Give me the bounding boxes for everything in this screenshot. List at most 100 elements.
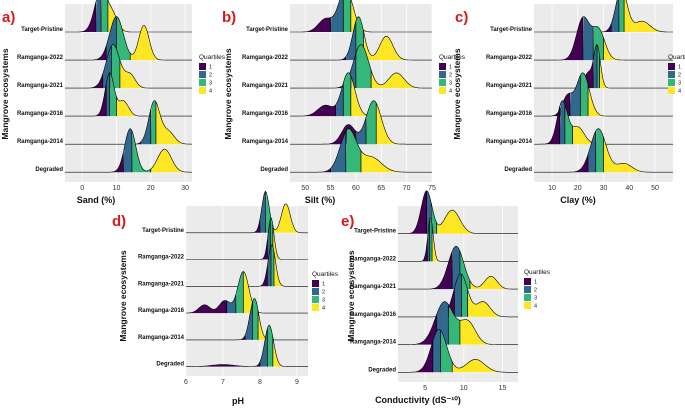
quartile-1-area xyxy=(290,168,331,173)
quartile-2-area xyxy=(267,245,271,287)
quartile-4-area xyxy=(467,290,518,317)
density-outline xyxy=(534,44,673,89)
legend-label: 3 xyxy=(449,81,452,87)
legend: Quartiles 1 2 3 4 xyxy=(312,271,339,312)
quartile-3-area xyxy=(595,128,604,173)
quartile-3-area xyxy=(366,100,377,145)
x-tick-label: 10 xyxy=(113,185,121,192)
x-tick-label: 8 xyxy=(258,379,262,386)
quartile-3-area xyxy=(131,133,151,173)
category-label: Ramganga-2014 xyxy=(242,139,289,145)
legend-label: 3 xyxy=(322,298,325,304)
ridge-ramganga-2014: Ramganga-2014 xyxy=(242,100,432,145)
panel-letter: a) xyxy=(2,9,15,26)
density-outline xyxy=(186,217,308,260)
category-label: Ramganga-2016 xyxy=(486,111,533,117)
legend-swatch-4 xyxy=(312,304,319,311)
ridge-degraded: Degraded xyxy=(35,128,192,173)
quartile-2-area xyxy=(335,83,344,117)
quartile-3-area xyxy=(564,105,573,145)
legend-label: 3 xyxy=(209,81,212,87)
panel-c: 10 20 30 40 50 Target-Pristine Ramganga-2022 Ra… xyxy=(452,0,685,205)
ridge-degraded: Degraded xyxy=(368,328,518,373)
ridge-target-pristine: Target-Pristine xyxy=(490,0,673,33)
category-label: Target-Pristine xyxy=(246,27,289,33)
quartile-1-area xyxy=(65,74,103,89)
x-axis-title: Conductivity (dS⁻¹⁰) xyxy=(375,395,461,405)
quartile-3-area xyxy=(345,128,361,173)
quartile-1-area xyxy=(398,341,433,373)
legend-swatch-3 xyxy=(668,79,675,86)
x-tick-label: 50 xyxy=(651,185,659,192)
quartile-2-area xyxy=(259,191,266,233)
legend-label: 1 xyxy=(449,65,452,71)
category-label: Ramganga-2016 xyxy=(138,308,185,314)
ridge-degraded: Degraded xyxy=(504,128,673,173)
legend: Quartiles 1 2 3 4 xyxy=(439,54,466,95)
ridge-ramganga-2021: Ramganga-2021 xyxy=(138,244,308,287)
quartile-4-area xyxy=(371,71,432,89)
quartile-2-area xyxy=(267,219,271,260)
quartile-3-area xyxy=(267,325,273,367)
quartile-1-area xyxy=(398,190,427,234)
x-tick-label: 75 xyxy=(428,185,436,192)
density-outline xyxy=(65,128,192,173)
x-tick-label: 7 xyxy=(221,379,225,386)
density-outline xyxy=(290,72,432,117)
panel-b: 50 55 60 65 70 75 Target-Pristine Ramganga-2022… xyxy=(222,0,466,205)
quartile-4-area xyxy=(274,254,308,287)
density-outline xyxy=(65,72,192,117)
ridge-degraded: Degraded xyxy=(260,128,432,173)
quartile-4-area xyxy=(436,210,518,234)
quartile-1-area xyxy=(534,154,589,173)
category-label: Ramganga-2021 xyxy=(242,83,289,89)
quartile-4-area xyxy=(361,150,432,173)
legend-label: 4 xyxy=(209,89,212,95)
density-outline xyxy=(398,273,518,318)
category-label: Ramganga-2021 xyxy=(350,284,397,290)
density-outline xyxy=(290,16,432,61)
quartile-2-area xyxy=(588,131,596,173)
legend-title: Quartiles xyxy=(668,54,685,61)
quartile-4-area xyxy=(150,149,192,173)
quartile-3-area xyxy=(580,72,589,117)
quartile-2-area xyxy=(559,100,565,145)
quartile-3-area xyxy=(431,206,437,234)
category-label: Ramganga-2022 xyxy=(17,55,64,61)
quartile-4-area xyxy=(363,36,432,61)
legend-title: Quartiles xyxy=(312,271,339,278)
quartile-3-area xyxy=(252,298,259,340)
legend-swatch-3 xyxy=(199,79,206,86)
quartile-3-area xyxy=(448,305,460,345)
category-label: Target-Pristine xyxy=(21,27,64,33)
legend-swatch-1 xyxy=(312,280,319,287)
quartile-4-area xyxy=(572,126,673,145)
quartile-4-area xyxy=(258,311,308,340)
legend-swatch-3 xyxy=(524,294,531,301)
category-label: Target-Pristine xyxy=(354,229,397,235)
panel-a: 0 10 20 30 Target-Pristine Ramganga-2022 Ramga… xyxy=(0,0,226,205)
panel-d: 6 7 8 9 Target-Pristine Ramganga-2022 Ramganga… xyxy=(112,190,339,406)
quartile-3-area xyxy=(150,100,156,145)
panel-letter: d) xyxy=(112,213,126,230)
x-tick-label: 10 xyxy=(460,385,468,392)
quartile-4-area xyxy=(119,60,192,89)
legend-swatch-2 xyxy=(524,286,531,293)
legend-swatch-4 xyxy=(524,302,531,309)
quartile-2-area xyxy=(95,0,101,32)
density-outline xyxy=(534,72,673,117)
density-outline xyxy=(65,16,192,61)
density-outline xyxy=(398,328,518,373)
category-label: Degraded xyxy=(260,167,288,173)
legend-swatch-2 xyxy=(439,71,446,78)
legend-swatch-1 xyxy=(668,63,675,70)
quartile-1-area xyxy=(534,106,560,145)
quartile-2-area xyxy=(140,109,151,145)
category-label: Ramganga-2016 xyxy=(350,312,397,318)
x-tick-label: 10 xyxy=(548,185,556,192)
legend-swatch-3 xyxy=(312,296,319,303)
ridge-ramganga-2022: Ramganga-2022 xyxy=(486,16,673,61)
legend-title: Quartiles xyxy=(439,54,466,61)
quartile-2-area xyxy=(432,329,441,373)
quartile-2-area xyxy=(582,16,594,61)
